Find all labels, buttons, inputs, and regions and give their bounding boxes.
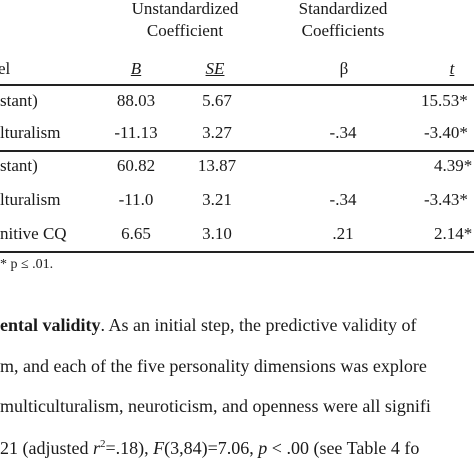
table-note: * p ≤ .01. [0, 257, 54, 272]
body-line-2: m, and each of the five personality dime… [0, 356, 427, 376]
table-row-4-label: lturalism [0, 190, 61, 209]
header-unstandardized-line1: Unstandardized [131, 0, 239, 18]
table-row-4-se: 3.21 [202, 190, 232, 209]
table-row-5-t: 2.14* [434, 224, 473, 243]
section-heading: ental validity [0, 315, 101, 335]
table-row-1-se: 5.67 [202, 91, 232, 110]
body-line-4: 21 (adjusted r2=.18), F(3,84)=7.06, p < … [0, 438, 420, 458]
table-row-5-se: 3.10 [202, 224, 232, 243]
column-header-b: B [130, 59, 142, 78]
table-row-1-label: stant) [0, 91, 38, 110]
body-line-1: ental validity. As an initial step, the … [0, 315, 417, 335]
table-row-5-beta: .21 [332, 224, 354, 243]
table-row-4-t: -3.43* [424, 190, 468, 209]
column-header-se: SE [205, 59, 225, 78]
table-row-4-b: -11.0 [118, 190, 154, 209]
body-line-3: multiculturalism, neuroticism, and openn… [0, 396, 431, 416]
table-row-3-b: 60.82 [116, 156, 156, 175]
table-header-rule [0, 84, 474, 86]
table-row-5-b: 6.65 [121, 224, 151, 243]
column-header-beta: β [339, 59, 349, 78]
table-row-2-b: -11.13 [114, 123, 158, 142]
header-unstandardized-line2: Coefficient [146, 21, 224, 40]
header-standardized-line2: Coefficients [301, 21, 385, 40]
table-row-1-b: 88.03 [116, 91, 156, 110]
table-row-3-t: 4.39* [434, 156, 473, 175]
table-bottom-rule [0, 251, 474, 253]
table-row-4-beta: -.34 [329, 190, 357, 209]
table-row-1-t: 15.53* [421, 91, 468, 110]
table-row-2-beta: -.34 [329, 123, 357, 142]
table-row-2-t: -3.40* [424, 123, 468, 142]
table-row-3-se: 13.87 [197, 156, 237, 175]
table-row-2-se: 3.27 [202, 123, 232, 142]
column-header-model: el [0, 59, 11, 78]
table-row-2-label: lturalism [0, 123, 61, 142]
column-header-t: t [449, 59, 455, 78]
table-block-rule [0, 150, 474, 152]
table-row-5-label: nitive CQ [0, 224, 67, 243]
header-standardized-line1: Standardized [298, 0, 388, 18]
table-row-3-label: stant) [0, 156, 38, 175]
